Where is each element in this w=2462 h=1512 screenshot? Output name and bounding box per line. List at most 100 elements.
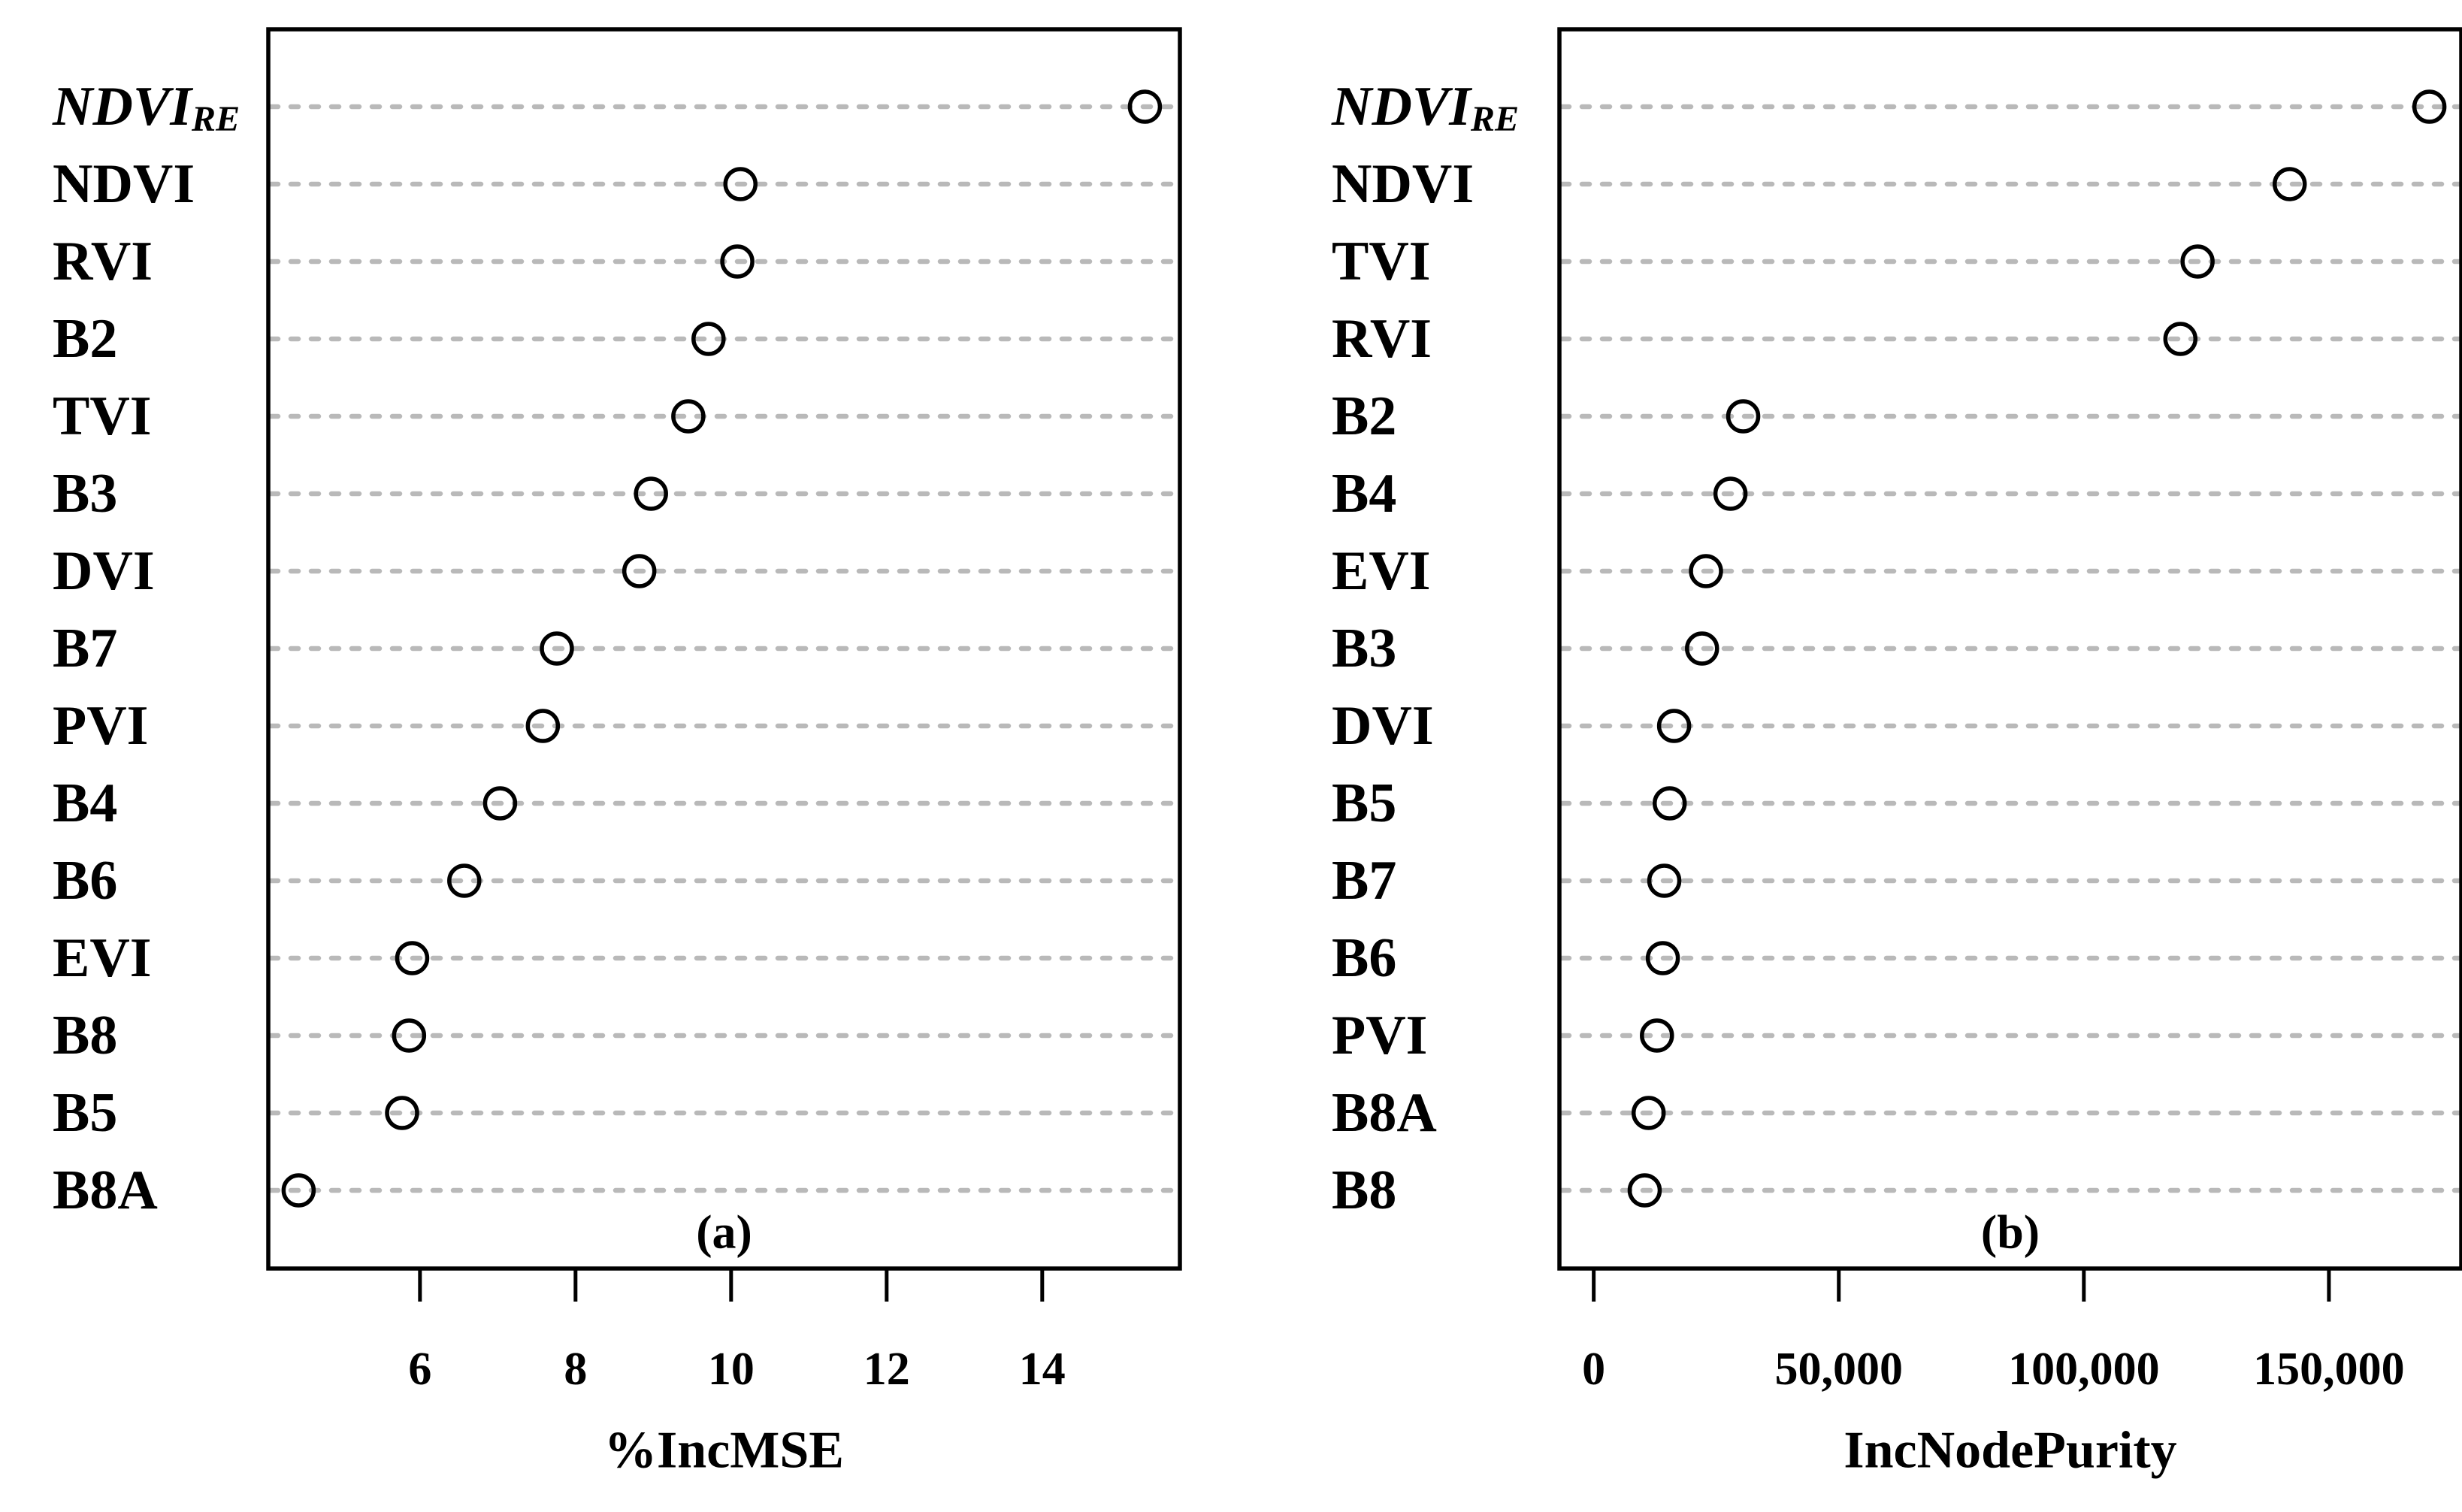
row-label-main: DVI xyxy=(53,540,155,602)
panel-a: 6 8 10 12 14NDVIRENDVIRVIB2TVIB3DVIB7PVIB4B6… xyxy=(52,27,1182,1480)
row-label-main: TVI xyxy=(53,386,152,447)
data-point-PVI xyxy=(525,709,561,743)
row-label-main: B6 xyxy=(53,850,117,912)
row-label-main: PVI xyxy=(53,695,148,757)
row-label-main: B5 xyxy=(1332,773,1396,834)
variable-importance-figure: 6 8 10 12 14 NDVIRE NDVI RVI B2 TVI B3 DVI B7 PVI B4 B6… xyxy=(30,12,2462,1500)
x-tick-label: 6 xyxy=(408,1344,431,1395)
row-label-B2: B2 xyxy=(1332,386,1396,447)
data-point-EVI xyxy=(395,941,430,975)
data-point-B8A xyxy=(1631,1096,1666,1130)
row-label-PVI: PVI xyxy=(1332,1005,1427,1066)
data-point-B3 xyxy=(634,476,668,511)
row-label-main: B8A xyxy=(1332,1082,1437,1144)
row-label-main: DVI xyxy=(1332,695,1434,757)
x-tick-label: 10 xyxy=(708,1344,755,1395)
row-label-DVI: DVI xyxy=(53,540,155,602)
panel-label: (a) xyxy=(696,1205,752,1259)
row-label-RVI: RVI xyxy=(53,231,153,292)
row-label-main: TVI xyxy=(1332,231,1431,292)
row-label-main: NDVI xyxy=(53,153,195,215)
data-point-TVI xyxy=(671,399,706,434)
row-label-B2: B2 xyxy=(53,308,117,370)
data-point-NDVI xyxy=(723,167,758,201)
row-label-main: B5 xyxy=(53,1082,117,1144)
row-label-B3: B3 xyxy=(1332,618,1396,679)
row-label-main: NDVI xyxy=(1332,153,1474,215)
row-label-B8A: B8A xyxy=(53,1160,158,1221)
row-label-RVI: RVI xyxy=(1332,308,1432,370)
x-tick-label: 0 xyxy=(1582,1344,1605,1395)
row-label-B3: B3 xyxy=(53,463,117,525)
row-label-NDVI: NDVI xyxy=(53,153,195,215)
dotchart-svg: 6 8 10 12 14NDVIRENDVIRVIB2TVIB3DVIB7PVIB4B6… xyxy=(30,12,2462,1500)
row-label-main: B2 xyxy=(1332,386,1396,447)
panel-b: 0 50,000 100,000 150,000NDVIRENDVITVIRVIB2B… xyxy=(1331,27,2462,1480)
row-label-B4: B4 xyxy=(1332,463,1396,525)
x-tick-label: 150,000 xyxy=(2253,1344,2405,1395)
row-label-main: PVI xyxy=(1332,1005,1427,1066)
row-label-TVI: TVI xyxy=(53,386,152,447)
x-axis-title: %IncMSE xyxy=(604,1422,844,1480)
row-label-main: RVI xyxy=(53,231,153,292)
x-axis-title: IncNodePurity xyxy=(1843,1422,2176,1480)
row-label-main: EVI xyxy=(1332,540,1431,602)
row-label-main: B3 xyxy=(1332,618,1396,679)
row-label-NDVI_RE: NDVIRE xyxy=(52,76,240,139)
data-point-B5 xyxy=(385,1096,419,1130)
row-label-DVI: DVI xyxy=(1332,695,1434,757)
row-label-main: B7 xyxy=(53,618,117,679)
row-label-EVI: EVI xyxy=(1332,540,1431,602)
data-point-NDVI xyxy=(2272,167,2307,201)
x-tick-label: 8 xyxy=(564,1344,587,1395)
data-point-B5 xyxy=(1652,786,1687,821)
row-label-B5: B5 xyxy=(53,1082,117,1144)
row-label-B8: B8 xyxy=(53,1005,117,1066)
row-label-B8: B8 xyxy=(1332,1160,1396,1221)
data-point-B7 xyxy=(1647,863,1682,898)
data-point-EVI xyxy=(1689,554,1723,588)
row-label-main: B7 xyxy=(1332,850,1396,912)
data-point-NDVI_RE xyxy=(1127,89,1163,124)
row-label-main: RVI xyxy=(1332,308,1432,370)
data-point-RVI xyxy=(720,244,755,279)
data-point-DVI xyxy=(1656,709,1692,743)
row-label-subscript: RE xyxy=(1470,99,1519,139)
data-point-B6 xyxy=(1645,941,1680,975)
plot-box xyxy=(266,27,1182,1271)
row-label-main: B8A xyxy=(53,1160,158,1221)
data-point-B3 xyxy=(1685,631,1719,666)
data-point-B8 xyxy=(1627,1173,1662,1208)
data-point-TVI xyxy=(2180,244,2215,279)
row-label-NDVI_RE: NDVIRE xyxy=(1331,76,1519,139)
row-label-main: B3 xyxy=(53,463,117,525)
row-label-EVI: EVI xyxy=(53,927,152,989)
data-point-B8A xyxy=(281,1173,316,1208)
row-label-B6: B6 xyxy=(53,850,117,912)
row-label-main: B6 xyxy=(1332,927,1396,989)
x-tick-label: 100,000 xyxy=(2008,1344,2160,1395)
row-label-main: NDVI xyxy=(52,76,193,138)
data-point-B2 xyxy=(691,322,726,356)
x-tick-label: 12 xyxy=(864,1344,910,1395)
x-tick-label: 50,000 xyxy=(1774,1344,1903,1395)
row-label-main: B4 xyxy=(53,773,117,834)
row-label-main: B8 xyxy=(53,1005,117,1066)
row-label-B7: B7 xyxy=(53,618,117,679)
data-point-B4 xyxy=(1713,476,1748,511)
data-point-B7 xyxy=(540,631,574,666)
data-point-PVI xyxy=(1640,1018,1674,1053)
data-point-RVI xyxy=(2163,322,2198,356)
plot-box xyxy=(1557,27,2462,1271)
data-point-DVI xyxy=(622,554,657,588)
row-label-NDVI: NDVI xyxy=(1332,153,1474,215)
data-point-B8 xyxy=(392,1018,427,1053)
data-point-NDVI_RE xyxy=(2412,89,2447,124)
row-label-main: NDVI xyxy=(1331,76,1472,138)
data-point-B4 xyxy=(482,786,518,821)
x-tick-label: 14 xyxy=(1019,1344,1066,1395)
row-label-main: B2 xyxy=(53,308,117,370)
panel-label: (b) xyxy=(1981,1205,2040,1259)
row-label-subscript: RE xyxy=(191,99,240,139)
row-label-B6: B6 xyxy=(1332,927,1396,989)
